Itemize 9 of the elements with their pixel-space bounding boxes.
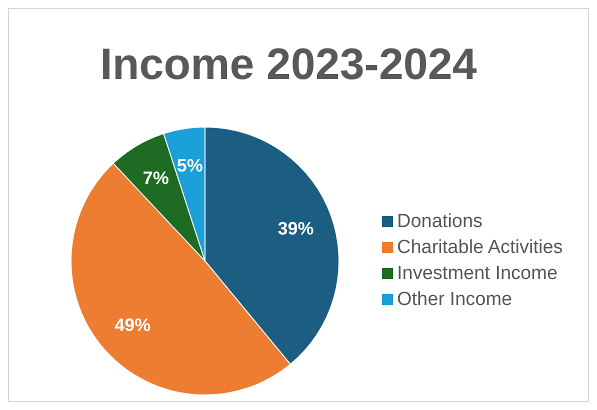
data-label: 7%: [142, 168, 169, 188]
data-label: 49%: [114, 314, 151, 335]
legend-label: Other Income: [397, 289, 512, 310]
chart-title: Income 2023-2024: [99, 39, 478, 91]
legend-label: Donations: [397, 211, 483, 232]
legend-label: Investment Income: [397, 263, 558, 284]
data-label: 5%: [176, 156, 203, 176]
legend-label: Charitable Activities: [397, 237, 563, 258]
data-label: 39%: [278, 218, 314, 238]
